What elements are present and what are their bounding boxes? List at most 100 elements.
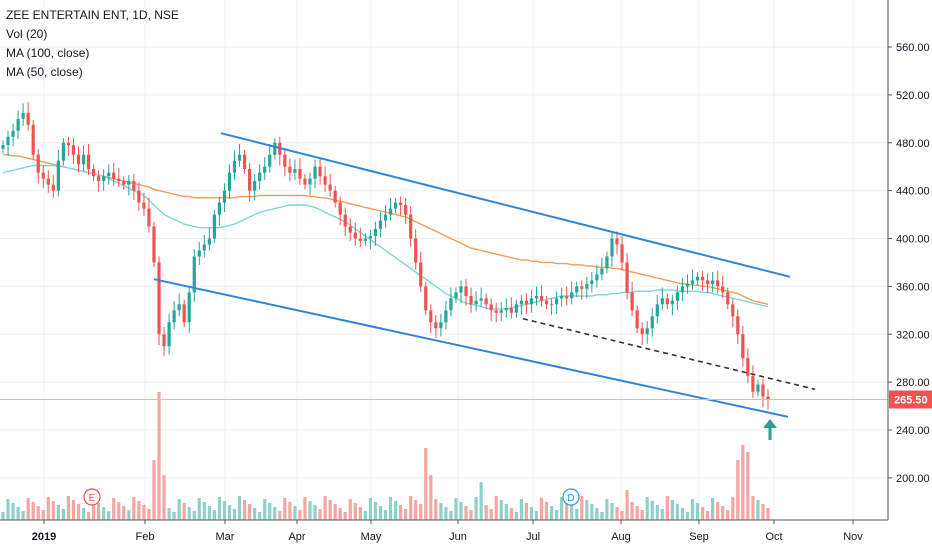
candle-body xyxy=(26,112,30,125)
candle-body xyxy=(549,304,554,306)
candle-body xyxy=(575,286,579,293)
volume-bar xyxy=(207,506,211,520)
candle-body xyxy=(212,214,216,239)
candle-body xyxy=(454,292,458,299)
volume-bar xyxy=(217,497,222,520)
candle-body xyxy=(746,358,750,377)
event-marker-label: E xyxy=(89,493,96,504)
volume-bar xyxy=(741,445,745,520)
y-tick-label: 320.00 xyxy=(896,329,930,341)
candle-body xyxy=(288,166,292,173)
volume-bar xyxy=(605,499,609,520)
legend-ma100[interactable]: MA (100, close) xyxy=(6,46,90,60)
volume-bar xyxy=(222,501,227,520)
last-price-label: 265.50 xyxy=(894,394,928,406)
candle-body xyxy=(248,169,252,191)
candle-body xyxy=(258,172,262,182)
legend-ma50[interactable]: MA (50, close) xyxy=(6,65,83,79)
volume-bar xyxy=(514,512,518,520)
volume-bar xyxy=(499,500,503,520)
volume-bar xyxy=(142,505,146,520)
x-tick-label: Aug xyxy=(611,531,631,543)
volume-bar xyxy=(706,511,710,520)
candle-body xyxy=(132,181,136,191)
volume-bar xyxy=(61,509,65,520)
volume-bar xyxy=(182,503,186,520)
candle-body xyxy=(539,295,544,301)
volume-bar xyxy=(313,505,317,520)
candle-body xyxy=(404,204,408,215)
volume-bar xyxy=(585,500,589,520)
x-tick-label: Apr xyxy=(288,531,305,543)
volume-bar xyxy=(71,500,76,520)
candle-body xyxy=(1,145,5,149)
volume-bar xyxy=(122,506,126,520)
candle-body xyxy=(424,286,428,311)
candle-body xyxy=(127,181,131,185)
candle-body xyxy=(102,176,106,182)
candle-body xyxy=(217,202,222,215)
volume-bar xyxy=(539,498,544,520)
volume-bar xyxy=(378,506,383,520)
candle-body xyxy=(685,283,690,287)
volume-bar xyxy=(595,508,599,520)
candle-body xyxy=(11,130,15,137)
volume-bar xyxy=(620,511,624,520)
candle-body xyxy=(61,142,65,161)
candle-body xyxy=(690,280,695,284)
y-tick-label: 200.00 xyxy=(896,473,930,485)
candle-body xyxy=(222,190,227,203)
volume-bar xyxy=(630,502,634,520)
candle-body xyxy=(449,298,453,311)
volume-bar xyxy=(716,502,720,520)
candle-body xyxy=(459,286,463,293)
candle-body xyxy=(373,228,378,237)
candle-body xyxy=(610,238,614,257)
candle-body xyxy=(162,334,166,347)
candle-body xyxy=(313,166,317,179)
volume-bar xyxy=(358,507,362,520)
volume-bar xyxy=(444,507,448,520)
legend-volume[interactable]: Vol (20) xyxy=(6,27,48,41)
y-tick-label: 240.00 xyxy=(896,425,930,437)
candle-body xyxy=(172,310,176,323)
volume-bar xyxy=(590,504,594,520)
candle-body xyxy=(388,208,393,215)
candle-body xyxy=(645,328,649,335)
volume-bar xyxy=(383,510,388,520)
volume-bar xyxy=(167,508,171,520)
volume-bar xyxy=(81,508,86,520)
candle-body xyxy=(484,298,488,305)
candle-body xyxy=(353,232,357,239)
candle-body xyxy=(273,142,277,155)
volume-bar xyxy=(731,497,735,520)
legend-symbol[interactable]: ZEE ENTERTAIN ENT, 1D, NSE xyxy=(6,8,179,22)
volume-bar xyxy=(414,500,418,520)
candle-body xyxy=(640,328,644,335)
volume-bar xyxy=(680,508,685,520)
x-tick-label: Mar xyxy=(216,531,235,543)
candle-body xyxy=(232,160,237,173)
candle-body xyxy=(700,276,705,281)
volume-bar xyxy=(650,501,654,520)
volume-bar xyxy=(700,507,705,520)
candle-body xyxy=(86,154,91,170)
candle-body xyxy=(303,178,307,185)
x-tick-label: 2019 xyxy=(32,531,56,543)
y-tick-label: 360.00 xyxy=(896,281,930,293)
candle-body xyxy=(635,310,639,329)
volume-bar xyxy=(368,498,373,520)
candle-body xyxy=(378,220,383,229)
candle-body xyxy=(695,276,700,281)
up-arrow-icon xyxy=(763,419,777,428)
volume-bar xyxy=(509,508,513,520)
volume-bar xyxy=(242,500,247,520)
volume-bar xyxy=(409,496,413,520)
candle-body xyxy=(56,160,60,191)
volume-bar xyxy=(16,507,20,520)
volume-bar xyxy=(232,509,237,520)
candle-body xyxy=(283,154,287,167)
volume-bar xyxy=(117,502,121,520)
